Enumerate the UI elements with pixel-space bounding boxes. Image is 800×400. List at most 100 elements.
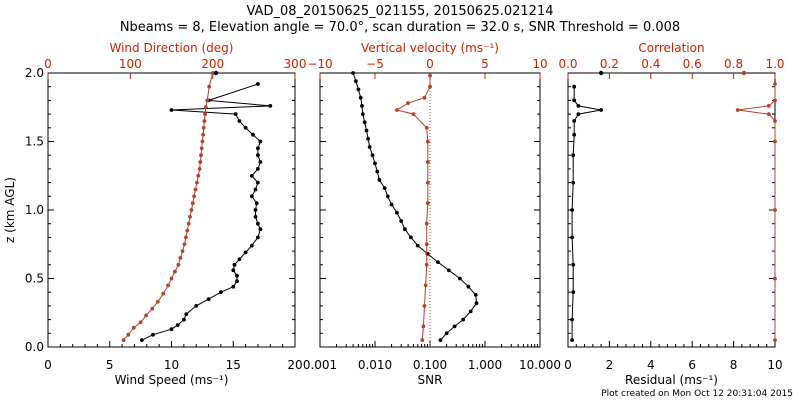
data-point [188,214,192,219]
bottom-tick-label: 20 [287,358,302,372]
bottom-tick-label: 8 [730,358,738,372]
data-point [351,71,355,75]
data-point [231,268,236,273]
top-tick-label: −5 [366,57,384,71]
figure-title: VAD_08_20150625_021155, 20150625.021214 [247,4,554,19]
top-tick-label: −10 [307,57,332,71]
data-point [466,284,471,289]
bottom-tick-label: 10 [164,358,179,372]
data-point [415,243,420,248]
top-tick-label: 0.4 [641,57,660,71]
top-tick-label: 0.0 [558,57,577,71]
series-line-2 [123,72,214,341]
data-point [570,208,574,212]
data-point [425,180,430,185]
data-point [192,194,197,199]
data-point [200,139,205,144]
bottom-axis-label: Residual (ms⁻¹) [625,373,718,387]
top-axis-label: Vertical velocity (ms⁻¹) [361,41,499,55]
data-point [421,324,426,329]
data-point [370,153,375,158]
bottom-tick-label: 0 [44,358,52,372]
panel-frame [47,72,296,348]
data-point [354,79,358,84]
top-tick-label: 300 [284,57,307,71]
data-point [144,313,149,318]
data-point [254,201,259,206]
data-point [570,317,574,322]
top-tick-label: 0 [44,57,52,71]
panel-frame [567,72,776,348]
data-point [425,160,430,164]
data-point [425,139,430,144]
data-point [169,276,174,281]
data-point [249,194,254,199]
data-point [194,304,199,308]
data-point [422,95,427,100]
data-point [461,317,465,322]
data-point [571,180,576,185]
data-point [253,187,258,192]
data-point [420,338,425,342]
data-point [572,132,577,137]
data-point [571,290,576,295]
data-point [201,125,206,130]
data-point [385,194,390,199]
data-point [182,242,187,247]
data-point [201,132,206,137]
data-point [773,119,777,123]
y-axis-label: z (km AGL) [3,177,17,243]
data-point [773,276,777,281]
data-point [243,250,248,255]
top-tick-label: 1.0 [765,57,784,71]
data-point [425,251,430,256]
data-point [256,146,260,151]
data-point [140,338,144,342]
data-point [150,306,155,311]
data-point [360,112,365,116]
data-point [190,201,195,206]
data-point [473,293,478,297]
data-point [360,104,364,108]
data-point [249,243,254,248]
data-point [399,219,404,223]
top-tick-label: 0.2 [600,57,619,71]
data-point [395,210,399,215]
top-tick-label: 0 [426,57,434,71]
data-point [444,331,449,336]
data-point [199,153,203,158]
data-point [232,262,237,267]
data-point [474,301,479,306]
data-point [438,338,443,342]
data-point [198,160,203,164]
data-point [773,338,777,342]
data-point [766,112,771,116]
data-point [131,325,136,330]
data-point [210,71,215,75]
top-axis-label: Wind Direction (deg) [110,41,234,55]
data-point [424,242,429,247]
data-point [219,290,223,295]
bottom-axis-label: SNR [418,373,443,387]
top-tick-label: 10 [532,57,547,71]
data-point [199,146,204,151]
top-tick-label: 100 [119,57,142,71]
y-tick-label: 1.0 [25,203,44,217]
bottom-tick-label: 15 [226,358,241,372]
data-point [169,327,174,332]
created-note: Plot created on Mon Oct 12 20:31:04 2015 [601,389,793,399]
top-tick-label: 5 [481,57,489,71]
data-point [468,309,473,314]
data-point [367,145,372,149]
bottom-tick-label: 4 [647,358,655,372]
data-point [155,299,160,304]
data-point [773,98,777,103]
series-line-1 [141,83,271,341]
data-point [382,186,387,191]
data-point [207,84,212,89]
data-point [243,125,248,130]
data-point [233,112,238,116]
bottom-tick-label: 6 [688,358,696,372]
data-point [231,284,236,289]
